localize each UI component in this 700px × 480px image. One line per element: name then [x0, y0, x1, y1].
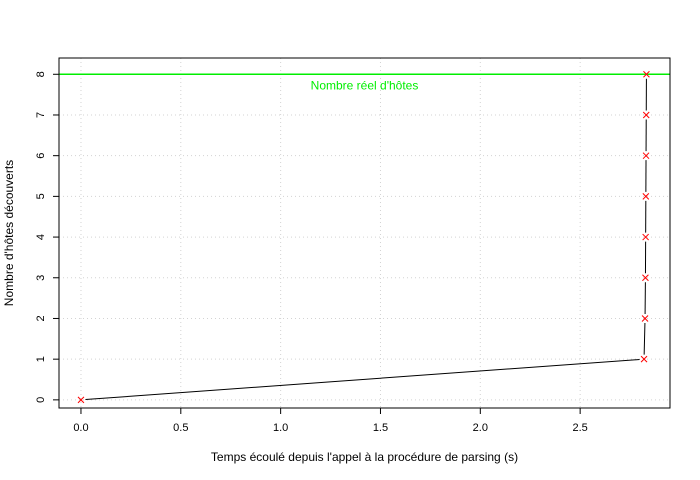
plot-border — [58, 57, 671, 409]
x-tick-label: 2.0 — [473, 422, 488, 434]
x-tick-label: 2.5 — [572, 422, 587, 434]
y-tick-label: 4 — [35, 234, 47, 240]
y-tick-label: 3 — [35, 275, 47, 281]
x-axis-title: Temps écoulé depuis l'appel à la procédu… — [211, 450, 518, 464]
y-tick-label: 8 — [35, 71, 47, 77]
data-point-marker — [640, 355, 648, 363]
x-axis: 0.0 0.5 1.0 1.5 2.0 2.5 — [73, 407, 588, 434]
x-tick-label: 0.5 — [173, 422, 188, 434]
y-tick-label: 5 — [35, 193, 47, 199]
series-segment — [643, 322, 646, 355]
data-point-marker — [642, 233, 649, 241]
reference-line-label: Nombre réel d'hôtes — [311, 78, 419, 92]
series — [77, 70, 650, 404]
data-point-marker — [642, 111, 650, 119]
data-point-marker — [642, 274, 649, 282]
grid — [59, 58, 670, 408]
data-point-marker — [77, 396, 85, 404]
data-point-marker — [641, 315, 649, 322]
y-axis: 0 1 2 3 4 5 6 7 8 — [35, 71, 60, 403]
y-tick-label: 0 — [35, 397, 47, 403]
data-point-marker — [642, 193, 650, 200]
y-tick-label: 7 — [35, 112, 47, 118]
x-tick-label: 1.5 — [373, 422, 388, 434]
y-axis-title: Nombre d'hôtes découverts — [2, 160, 16, 306]
y-tick-label: 1 — [35, 356, 47, 362]
x-tick-label: 1.0 — [273, 422, 288, 434]
data-point-marker — [643, 70, 650, 78]
data-point-marker — [642, 152, 650, 160]
y-tick-label: 2 — [35, 315, 47, 321]
y-tick-label: 6 — [35, 153, 47, 159]
series-segment — [85, 358, 640, 401]
x-tick-label: 0.0 — [73, 422, 88, 434]
